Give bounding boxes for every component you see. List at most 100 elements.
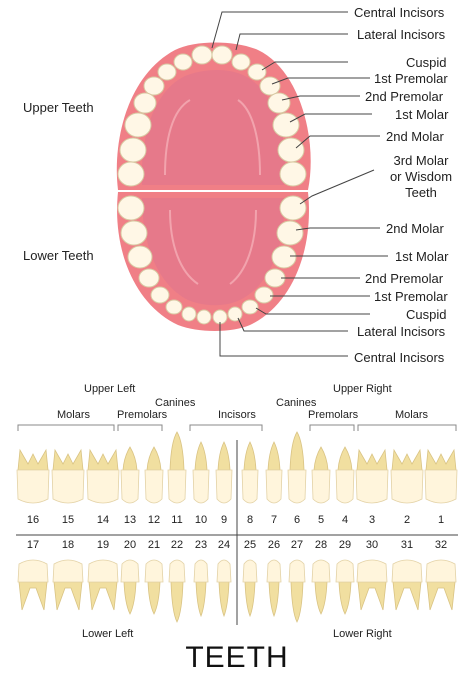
canines-right-label: Canines: [276, 397, 317, 409]
lower-tooth-27: [288, 559, 306, 623]
callout-2nd-premolar-upper: 2nd Premolar: [365, 89, 444, 104]
lower-tooth-number: 23: [194, 539, 208, 551]
lower-tooth-number: 21: [147, 539, 161, 551]
callout-lateral-incisors-lower: Lateral Incisors: [357, 324, 446, 339]
upper-left-label: Upper Left: [84, 383, 136, 395]
upper-teeth-label: Upper Teeth: [23, 100, 94, 115]
upper-tooth-number: 8: [246, 514, 254, 526]
callout-2nd-molar-lower: 2nd Molar: [386, 221, 444, 236]
lower-tooth-number: 22: [170, 539, 184, 551]
callout-3rd-molar-line3: Teeth: [405, 185, 437, 200]
lower-tooth-number: 26: [267, 539, 281, 551]
upper-tooth-3: [86, 448, 120, 504]
upper-tooth-6: [167, 431, 187, 504]
upper-tooth-number: 10: [194, 514, 208, 526]
upper-chart-teeth: [16, 431, 458, 504]
upper-tooth-number: 2: [403, 514, 411, 526]
lower-callout-lines: [219, 227, 388, 357]
palate-ridge-lower: [169, 209, 257, 285]
group-brackets: [17, 424, 457, 431]
upper-tooth-number: 14: [96, 514, 110, 526]
lower-tooth-number: 19: [96, 539, 110, 551]
canines-left-label: Canines: [155, 397, 196, 409]
upper-tooth-number: 4: [341, 514, 349, 526]
lower-tooth-number: 18: [61, 539, 75, 551]
lower-tooth-number: 20: [123, 539, 137, 551]
molars-left-label: Molars: [57, 409, 91, 421]
upper-tooth-16: [424, 448, 458, 504]
upper-tooth-number: 16: [26, 514, 40, 526]
callout-3rd-molar-line2: or Wisdom: [389, 169, 453, 184]
lower-tooth-18: [52, 559, 84, 611]
upper-tooth-11: [287, 431, 307, 504]
premolars-right-label: Premolars: [308, 409, 359, 421]
incisors-label: Incisors: [218, 409, 256, 421]
lower-tooth-20: [120, 559, 140, 615]
upper-tooth-2: [51, 448, 85, 504]
lower-tooth-19: [87, 559, 119, 611]
upper-tooth-4: [120, 446, 140, 504]
upper-teeth: [117, 45, 307, 187]
upper-palate: [141, 70, 286, 185]
lower-tooth-24: [216, 559, 232, 618]
upper-callout-lines: [211, 11, 380, 205]
upper-tooth-number: 1: [437, 514, 445, 526]
callout-1st-premolar-lower: 1st Premolar: [374, 289, 448, 304]
lower-tooth-number: 25: [243, 539, 257, 551]
upper-tooth-15: [390, 448, 424, 504]
lower-tooth-23: [193, 559, 209, 618]
lower-tooth-22: [168, 559, 186, 623]
lower-tooth-17: [17, 559, 49, 611]
upper-tooth-7: [192, 441, 210, 504]
callout-1st-premolar-upper: 1st Premolar: [374, 71, 448, 86]
lower-teeth: [117, 195, 307, 325]
upper-tooth-number: 13: [123, 514, 137, 526]
lower-tooth-25: [242, 559, 258, 618]
lower-tooth-number: 24: [217, 539, 231, 551]
callout-2nd-molar-upper: 2nd Molar: [386, 129, 444, 144]
upper-tooth-number: 3: [368, 514, 376, 526]
upper-tooth-13: [335, 446, 355, 504]
premolars-left-label: Premolars: [117, 409, 168, 421]
lower-tooth-29: [335, 559, 355, 615]
upper-tooth-number: 6: [293, 514, 301, 526]
lower-tooth-28: [311, 559, 331, 615]
lower-tooth-number: 32: [434, 539, 448, 551]
callout-lateral-incisors-upper: Lateral Incisors: [357, 27, 446, 42]
lower-right-label: Lower Right: [333, 628, 392, 640]
callout-1st-molar-upper: 1st Molar: [395, 107, 449, 122]
lower-tooth-31: [391, 559, 423, 611]
lower-tooth-number: 27: [290, 539, 304, 551]
upper-tooth-10: [265, 441, 283, 504]
lower-tooth-30: [356, 559, 388, 611]
callout-3rd-molar-line1: 3rd Molar: [393, 153, 449, 168]
upper-tooth-number: 7: [270, 514, 278, 526]
callout-2nd-premolar-lower: 2nd Premolar: [365, 271, 444, 286]
upper-tooth-number: 12: [147, 514, 161, 526]
callout-1st-molar-lower: 1st Molar: [395, 249, 449, 264]
upper-tooth-5: [144, 446, 164, 504]
lower-tooth-number: 28: [314, 539, 328, 551]
page-title: TEETH: [185, 641, 289, 674]
lower-teeth-label: Lower Teeth: [23, 248, 94, 263]
lower-chart-teeth: [17, 559, 457, 623]
upper-tooth-number: 9: [220, 514, 228, 526]
lower-tooth-26: [266, 559, 282, 618]
callout-cuspid-lower: Cuspid: [406, 307, 447, 322]
lower-left-label: Lower Left: [82, 628, 134, 640]
lower-tooth-number: 17: [26, 539, 40, 551]
lower-tooth-number: 29: [338, 539, 352, 551]
upper-tooth-8: [215, 441, 233, 504]
palate-ridge-upper: [164, 99, 261, 176]
callout-cuspid-upper: Cuspid: [406, 55, 447, 70]
upper-tooth-12: [311, 446, 331, 504]
upper-tooth-number: 15: [61, 514, 75, 526]
lower-tooth-21: [144, 559, 164, 615]
upper-right-label: Upper Right: [333, 383, 392, 395]
upper-tooth-14: [355, 448, 389, 504]
lower-tooth-number: 30: [365, 539, 379, 551]
upper-tooth-1: [16, 448, 50, 504]
upper-tooth-number: 11: [171, 514, 183, 526]
